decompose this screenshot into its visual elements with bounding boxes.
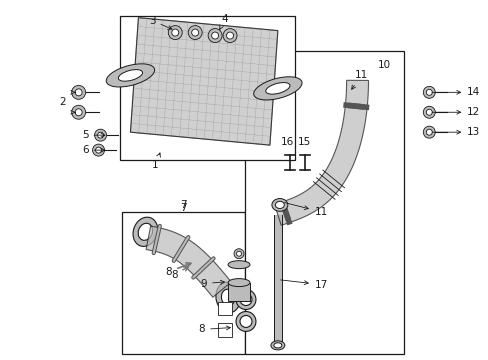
Bar xyxy=(120,15,294,160)
Ellipse shape xyxy=(253,77,302,100)
Polygon shape xyxy=(274,80,368,225)
Ellipse shape xyxy=(98,132,103,138)
Text: 16: 16 xyxy=(281,137,294,147)
Ellipse shape xyxy=(138,223,152,240)
Bar xyxy=(122,212,244,354)
Bar xyxy=(218,302,232,315)
Ellipse shape xyxy=(234,249,244,259)
Ellipse shape xyxy=(426,89,431,95)
Text: 3: 3 xyxy=(149,15,171,29)
Text: 4: 4 xyxy=(219,14,228,29)
Ellipse shape xyxy=(275,201,284,208)
Text: 13: 13 xyxy=(431,127,479,137)
Ellipse shape xyxy=(236,289,255,310)
Ellipse shape xyxy=(188,26,202,40)
Ellipse shape xyxy=(216,282,240,313)
Ellipse shape xyxy=(240,293,251,306)
Ellipse shape xyxy=(265,82,289,94)
Bar xyxy=(273,215,281,347)
Ellipse shape xyxy=(223,28,237,42)
Ellipse shape xyxy=(221,289,234,306)
Ellipse shape xyxy=(118,69,142,81)
Ellipse shape xyxy=(75,109,82,116)
Text: 12: 12 xyxy=(431,107,479,117)
Ellipse shape xyxy=(271,198,287,211)
Ellipse shape xyxy=(95,147,102,153)
Ellipse shape xyxy=(426,129,431,135)
Text: 6: 6 xyxy=(82,145,104,155)
Text: 9: 9 xyxy=(200,279,224,289)
Ellipse shape xyxy=(171,29,179,36)
Text: 7: 7 xyxy=(180,203,186,213)
Ellipse shape xyxy=(106,64,154,87)
Ellipse shape xyxy=(273,343,281,348)
Ellipse shape xyxy=(227,261,249,269)
Ellipse shape xyxy=(426,109,431,115)
Ellipse shape xyxy=(240,315,251,328)
Text: 14: 14 xyxy=(431,87,479,97)
Ellipse shape xyxy=(226,32,233,39)
Ellipse shape xyxy=(191,29,198,36)
Text: 8: 8 xyxy=(171,267,188,280)
Ellipse shape xyxy=(423,126,434,138)
Ellipse shape xyxy=(72,105,85,119)
Text: 17: 17 xyxy=(280,280,327,289)
Text: 10: 10 xyxy=(377,60,390,71)
Text: 2: 2 xyxy=(59,97,66,107)
Text: 11: 11 xyxy=(284,203,327,217)
Ellipse shape xyxy=(211,32,218,39)
Ellipse shape xyxy=(92,144,104,156)
Ellipse shape xyxy=(94,129,106,141)
Ellipse shape xyxy=(168,26,182,40)
Ellipse shape xyxy=(208,28,222,42)
Ellipse shape xyxy=(423,86,434,98)
Bar xyxy=(218,323,232,337)
Polygon shape xyxy=(130,18,277,145)
Ellipse shape xyxy=(236,311,255,332)
Bar xyxy=(227,283,249,301)
Polygon shape xyxy=(146,226,231,297)
Bar xyxy=(244,50,404,354)
Ellipse shape xyxy=(227,279,249,287)
Ellipse shape xyxy=(423,106,434,118)
Ellipse shape xyxy=(270,341,285,350)
Text: 1: 1 xyxy=(152,153,160,170)
Text: 11: 11 xyxy=(351,71,367,89)
Ellipse shape xyxy=(133,217,158,247)
Ellipse shape xyxy=(236,251,241,256)
Ellipse shape xyxy=(72,85,85,99)
Ellipse shape xyxy=(75,89,82,96)
Text: 15: 15 xyxy=(298,137,311,147)
Text: 8: 8 xyxy=(165,263,190,276)
Text: 8: 8 xyxy=(198,324,230,334)
Text: 5: 5 xyxy=(82,130,104,140)
Text: 7: 7 xyxy=(180,200,186,210)
